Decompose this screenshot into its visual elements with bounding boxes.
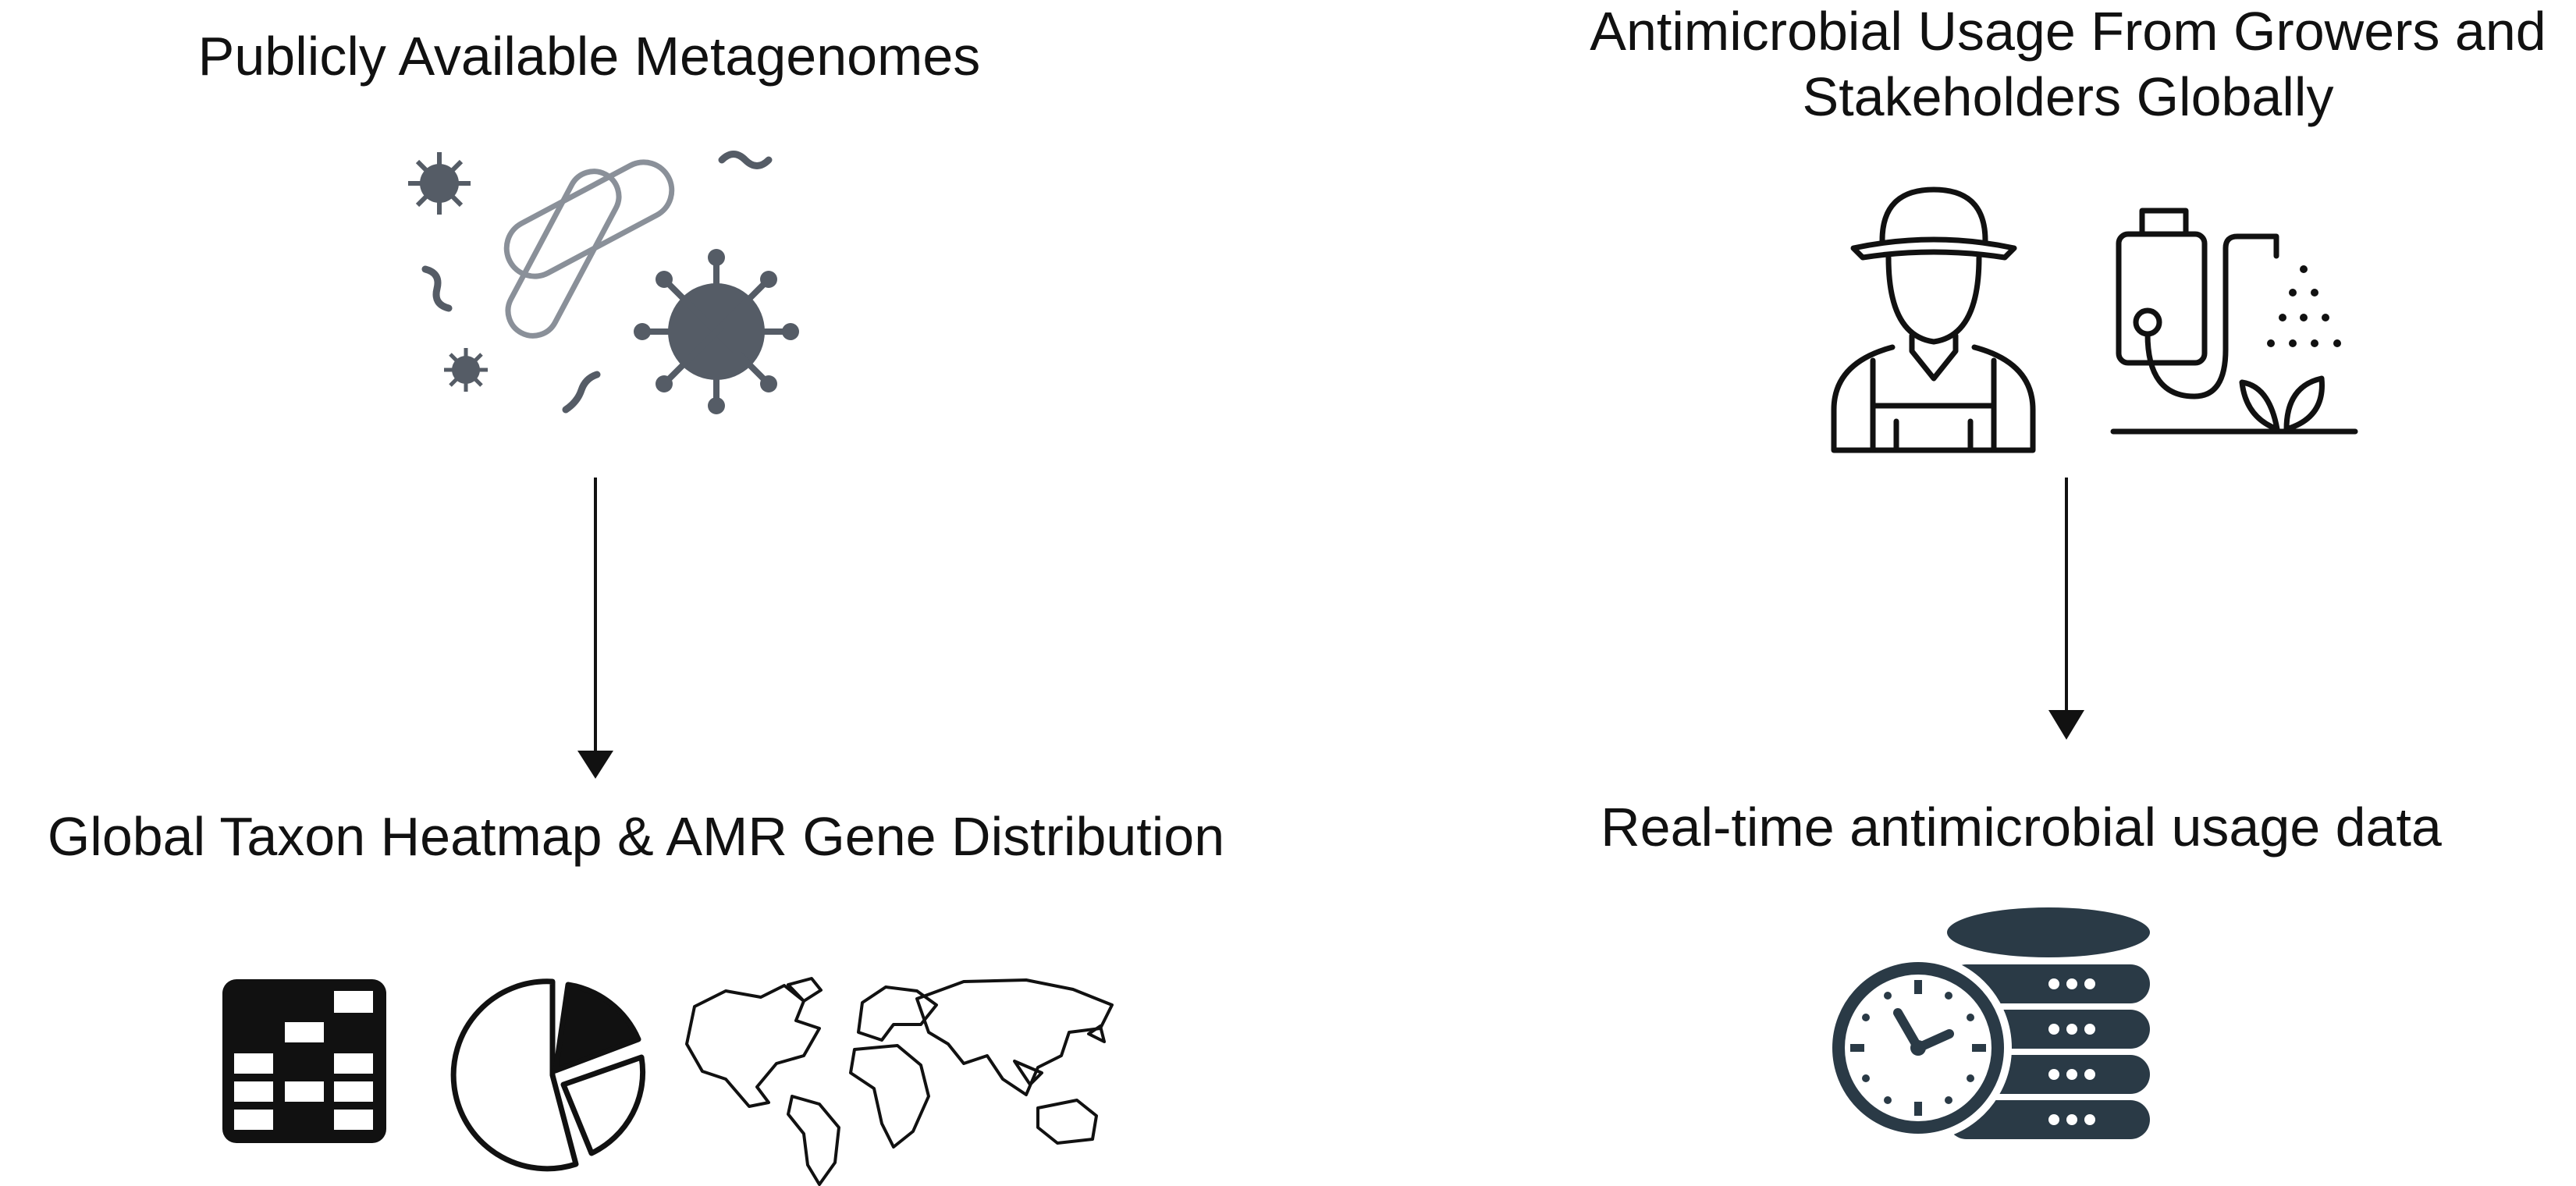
node-label-heatmap: Global Taxon Heatmap & AMR Gene Distribu… [47, 806, 1225, 867]
farmer-icon [1831, 186, 2036, 453]
sprayer-icon [2110, 208, 2358, 435]
node-label-metagenomes: Publicly Available Metagenomes [197, 26, 981, 87]
node-label-usage-text: Antimicrobial Usage From Growers and Sta… [1590, 1, 2546, 127]
world-map-icon [685, 977, 1114, 1186]
spray-dots [2267, 265, 2341, 347]
node-label-realtime: Real-time antimicrobial usage data [1601, 797, 2442, 858]
edge-usage-to-realtime [2048, 478, 2084, 740]
clock-database-icon [1825, 907, 2150, 1142]
heatmap-icon [222, 979, 386, 1143]
node-label-usage: Antimicrobial Usage From Growers and Sta… [1530, 0, 2576, 130]
microbes-icon [408, 151, 799, 414]
pie-chart-icon [450, 978, 646, 1172]
edge-metagenomes-to-heatmap [577, 478, 613, 779]
